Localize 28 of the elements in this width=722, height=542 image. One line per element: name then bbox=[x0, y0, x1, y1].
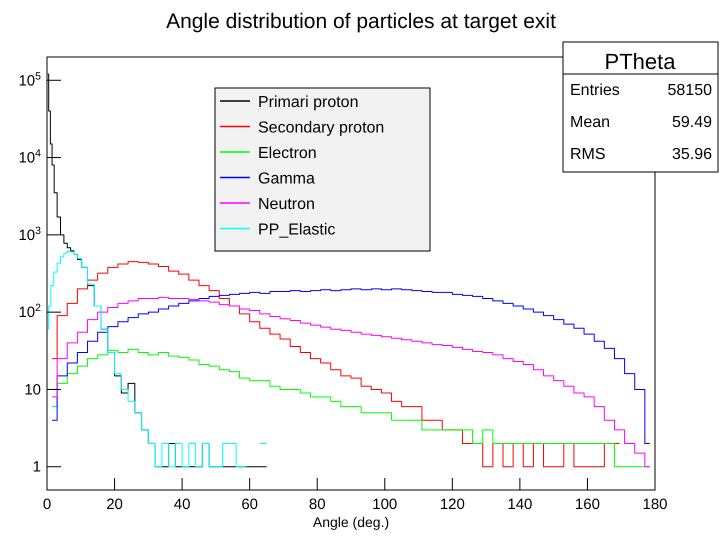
x-tick-label: 140 bbox=[507, 496, 532, 513]
x-tick-label: 160 bbox=[574, 496, 600, 513]
legend-label: PP_Elastic bbox=[258, 222, 336, 238]
annotation: PTheta bbox=[604, 49, 676, 74]
x-tick-label: 40 bbox=[174, 496, 190, 513]
x-axis-title: Angle (deg.) bbox=[312, 514, 390, 530]
y-tick-label: 10 bbox=[24, 381, 41, 398]
x-tick-label: 60 bbox=[241, 496, 258, 513]
y-tick-label: 10$^{4}$ bbox=[18, 148, 42, 167]
text: Mean 59.49 bbox=[570, 114, 712, 131]
legend-label: Primari proton bbox=[258, 94, 358, 111]
x-tick-label: 180 bbox=[642, 496, 668, 513]
x-tick-label: 120 bbox=[440, 496, 465, 513]
legend-label: Neutron bbox=[258, 196, 315, 213]
y-tick-label: 10$^{5}$ bbox=[18, 70, 42, 90]
legend-label: Electron bbox=[258, 145, 317, 162]
x-tick-label: 80 bbox=[308, 496, 326, 513]
x-tick-label: 100 bbox=[372, 496, 398, 513]
text: Entries 58150 bbox=[570, 82, 712, 99]
text: RMS 35.96 bbox=[570, 146, 712, 163]
legend-label: Gamma bbox=[258, 170, 315, 188]
x-tick-label: 20 bbox=[106, 496, 123, 513]
y-tick-label: 10$^{2}$ bbox=[18, 302, 42, 322]
y-tick-label: 10$^{3}$ bbox=[18, 224, 42, 244]
chart-title: Angle distribution of particles at target exit bbox=[166, 10, 556, 33]
x-tick-label: 0 bbox=[42, 496, 52, 513]
legend-label: Secondary proton bbox=[258, 120, 384, 136]
y-tick-label: 1 bbox=[32, 458, 41, 476]
